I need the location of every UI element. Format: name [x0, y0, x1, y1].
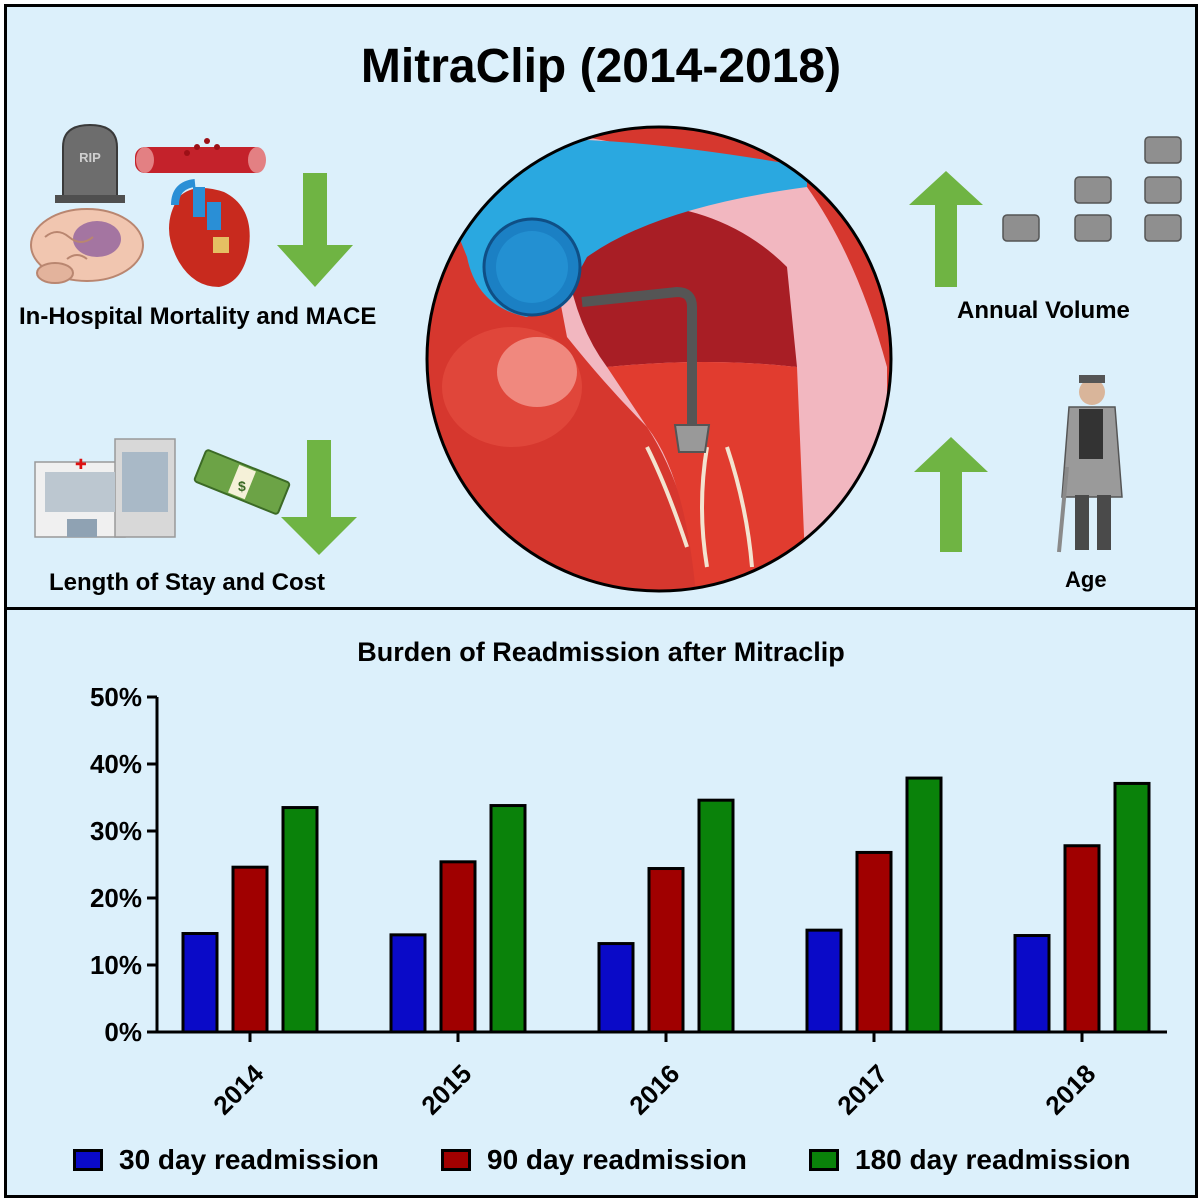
bar-2017-series-2	[855, 850, 893, 1034]
legend-item-90-day: 90 day readmission	[441, 1144, 747, 1176]
page-title: MitraClip (2014-2018)	[360, 40, 842, 93]
bar-2018-series-2	[1063, 844, 1101, 1034]
legend-label-180-day: 180 day readmission	[855, 1144, 1131, 1175]
age-up-arrow-icon	[914, 437, 988, 552]
bar-2016-series-3	[697, 798, 735, 1034]
bar-2015-series-3	[489, 804, 527, 1034]
mitraclip-device-icons	[1002, 136, 1182, 242]
money-icon: $	[193, 449, 291, 515]
stay-cost-down-arrow-icon	[281, 440, 357, 555]
bar-2014-series-1	[181, 932, 219, 1034]
bar-2014-series-2	[231, 865, 269, 1034]
legend-item-180-day: 180 day readmission	[809, 1144, 1130, 1176]
legend-swatch-180-day	[809, 1149, 839, 1171]
bar-2016-series-2	[647, 867, 685, 1034]
hospital-icon: ✚	[34, 438, 176, 538]
bar-2017-series-3	[905, 776, 943, 1034]
catheter-icon	[581, 286, 697, 427]
brain-icon	[30, 208, 144, 284]
section-divider	[7, 607, 1195, 610]
legend-label-90-day: 90 day readmission	[487, 1144, 747, 1175]
tombstone-icon	[55, 123, 125, 203]
bar-2016-series-1	[597, 942, 635, 1034]
mortality-label: In-Hospital Mortality and MACE	[19, 303, 377, 330]
blood-vessel-icon	[135, 138, 266, 173]
legend-item-30-day: 30 day readmission	[73, 1144, 379, 1176]
heart-cross-section-image	[427, 127, 891, 591]
bar-2015-series-2	[439, 860, 477, 1034]
legend-swatch-90-day	[441, 1149, 471, 1171]
y-tick-label: 50%	[89, 682, 142, 712]
tombstone-text: RIP	[79, 150, 101, 165]
y-tick-label: 30%	[89, 816, 142, 846]
heart-circle-border	[425, 125, 893, 593]
y-tick-label: 40%	[89, 749, 142, 779]
bar-chart	[147, 695, 1167, 1042]
clip-device-icon	[673, 424, 711, 453]
chart-title: Burden of Readmission after Mitraclip	[357, 637, 845, 667]
legend-swatch-30-day	[73, 1149, 103, 1171]
svg-text:✚: ✚	[75, 456, 87, 472]
mortality-down-arrow-icon	[277, 173, 353, 287]
annual-volume-label: Annual Volume	[957, 297, 1130, 324]
bar-2018-series-1	[1013, 934, 1051, 1034]
svg-text:$: $	[238, 478, 246, 494]
bar-2018-series-3	[1113, 781, 1151, 1034]
legend-label-30-day: 30 day readmission	[119, 1144, 379, 1175]
age-label: Age	[1065, 567, 1107, 592]
bar-2014-series-3	[281, 806, 319, 1034]
chart-legend: 30 day readmission 90 day readmission 18…	[7, 1144, 1195, 1184]
y-tick-label: 0%	[104, 1017, 142, 1047]
heart-icon	[169, 179, 250, 287]
y-tick-label: 20%	[89, 883, 142, 913]
figure-frame: MitraClip (2014-2018) RIP	[4, 4, 1198, 1198]
volume-up-arrow-icon	[909, 171, 983, 287]
bar-2015-series-1	[389, 933, 427, 1034]
bar-2017-series-1	[805, 928, 843, 1034]
y-tick-label: 10%	[89, 950, 142, 980]
infographic-panel: RIP	[30, 123, 1182, 593]
elderly-man-icon	[1057, 375, 1123, 553]
stay-cost-label: Length of Stay and Cost	[49, 569, 325, 596]
